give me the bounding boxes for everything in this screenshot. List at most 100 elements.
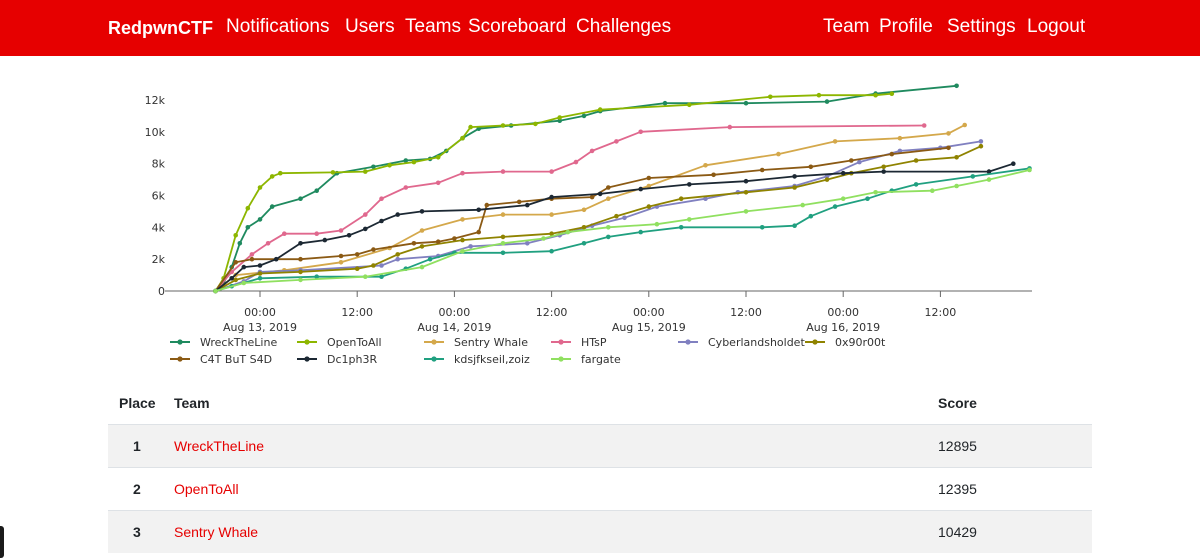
data-point-c4t-but-s4d [516,199,522,205]
series-line-htsp [214,124,925,292]
y-tick-label: 12k [145,94,166,107]
data-point-sentry-whale [606,196,611,201]
brand-link[interactable]: RedpwnCTF [108,18,213,38]
x-tick-time: 12:00 [536,306,568,319]
row-team-link[interactable]: OpenToAll [174,481,239,497]
data-point-c4t-but-s4d [435,239,441,244]
data-point-opentoall [889,91,895,96]
data-point-0x90r00t [824,177,830,182]
y-tick-label: 10k [145,126,166,139]
row-team-link[interactable]: Sentry Whale [174,524,259,540]
data-point-c4t-but-s4d [646,175,652,181]
x-tick-date: Aug 16, 2019 [806,321,880,334]
nav-settings[interactable]: Settings [947,16,1016,37]
data-point-0x90r00t [743,190,749,195]
data-point-dc1ph3r [273,256,279,262]
data-point-cyberlandsholdet [857,159,862,165]
data-point-wrecktheline [954,83,959,89]
data-point-wrecktheline [662,100,668,106]
nav-logout[interactable]: Logout [1027,16,1086,37]
data-point-fargate [241,280,247,286]
data-point-dc1ph3r [363,226,368,232]
legend-label-dc1ph3r: Dc1ph3R [327,353,377,366]
x-tick-time: 00:00 [244,306,276,319]
data-point-sentry-whale [549,212,554,217]
y-tick-label: 8k [152,158,166,171]
legend-marker-cyberlandsholdet [685,339,691,345]
data-point-0x90r00t [614,213,619,219]
data-point-c4t-but-s4d [338,253,344,259]
data-point-dc1ph3r [476,207,482,213]
data-point-c4t-but-s4d [589,194,595,200]
legend-label-cyberlandsholdet: Cyberlandsholdet [708,336,805,349]
row-place: 1 [133,438,141,454]
series-line-kdsjfkseil-zoiz [215,167,1030,292]
data-point-kdsjfkseil-zoiz [314,274,319,279]
row-team-link[interactable]: WreckTheLine [174,438,265,454]
data-point-fargate [873,190,878,195]
data-point-htsp [403,185,409,190]
data-point-opentoall [278,170,283,176]
y-tick-label: 0 [158,285,165,298]
data-point-dc1ph3r [638,186,643,192]
data-point-htsp [379,196,384,201]
data-point-fargate [565,229,571,235]
data-point-htsp [282,231,287,236]
data-point-fargate [213,288,218,294]
data-point-dc1ph3r [881,169,886,174]
data-point-dc1ph3r [322,237,328,243]
data-point-sentry-whale [703,163,708,168]
data-point-sentry-whale [776,151,781,157]
data-point-opentoall [533,121,538,127]
nav-team[interactable]: Team [823,16,870,37]
legend-marker-c4t-but-s4d [177,356,183,362]
x-tick-time: 00:00 [827,306,859,319]
data-point-sentry-whale [338,260,344,265]
nav-notifications[interactable]: Notifications [226,16,330,37]
nav-users[interactable]: Users [345,16,395,37]
data-point-opentoall [500,123,506,128]
y-tick-label: 2k [152,253,166,266]
legend-marker-htsp [558,339,564,345]
data-point-kdsjfkseil-zoiz [792,223,797,228]
data-point-dc1ph3r [986,169,992,174]
data-point-htsp [363,212,368,217]
data-point-fargate [986,177,992,182]
data-point-0x90r00t [881,164,886,170]
data-point-c4t-but-s4d [946,145,951,151]
data-point-sentry-whale [897,135,903,141]
nav-scoreboard[interactable]: Scoreboard [468,16,567,37]
data-point-0x90r00t [419,244,425,249]
nav-challenges[interactable]: Challenges [576,16,672,37]
data-point-kdsjfkseil-zoiz [500,250,506,256]
x-tick-time: 00:00 [633,306,665,319]
legend-marker-kdsjfkseil-zoiz [431,356,437,362]
data-point-c4t-but-s4d [233,260,238,265]
data-point-dc1ph3r [792,174,797,179]
data-point-c4t-but-s4d [249,256,255,262]
data-point-fargate [930,188,935,193]
data-point-0x90r00t [395,252,401,257]
data-point-opentoall [363,169,368,174]
legend-marker-dc1ph3r [304,356,310,362]
data-point-htsp [265,241,271,246]
data-point-kdsjfkseil-zoiz [257,276,263,281]
data-point-htsp [435,180,441,186]
nav-profile[interactable]: Profile [879,16,933,37]
nav-teams[interactable]: Teams [405,16,461,37]
data-point-htsp [727,124,733,130]
data-point-opentoall [245,205,251,211]
data-point-dc1ph3r [241,264,247,270]
data-point-fargate [743,209,749,214]
data-point-kdsjfkseil-zoiz [581,241,587,246]
data-point-opentoall [257,185,263,190]
data-point-opentoall [597,107,603,112]
x-tick-time: 12:00 [341,306,373,319]
header-place: Place [119,395,156,411]
x-tick-date: Aug 14, 2019 [417,321,491,334]
data-point-wrecktheline [371,164,376,170]
y-tick-label: 6k [152,190,166,203]
legend-marker-fargate [558,356,564,362]
data-point-dc1ph3r [840,170,846,176]
legend-label-fargate: fargate [581,353,621,366]
